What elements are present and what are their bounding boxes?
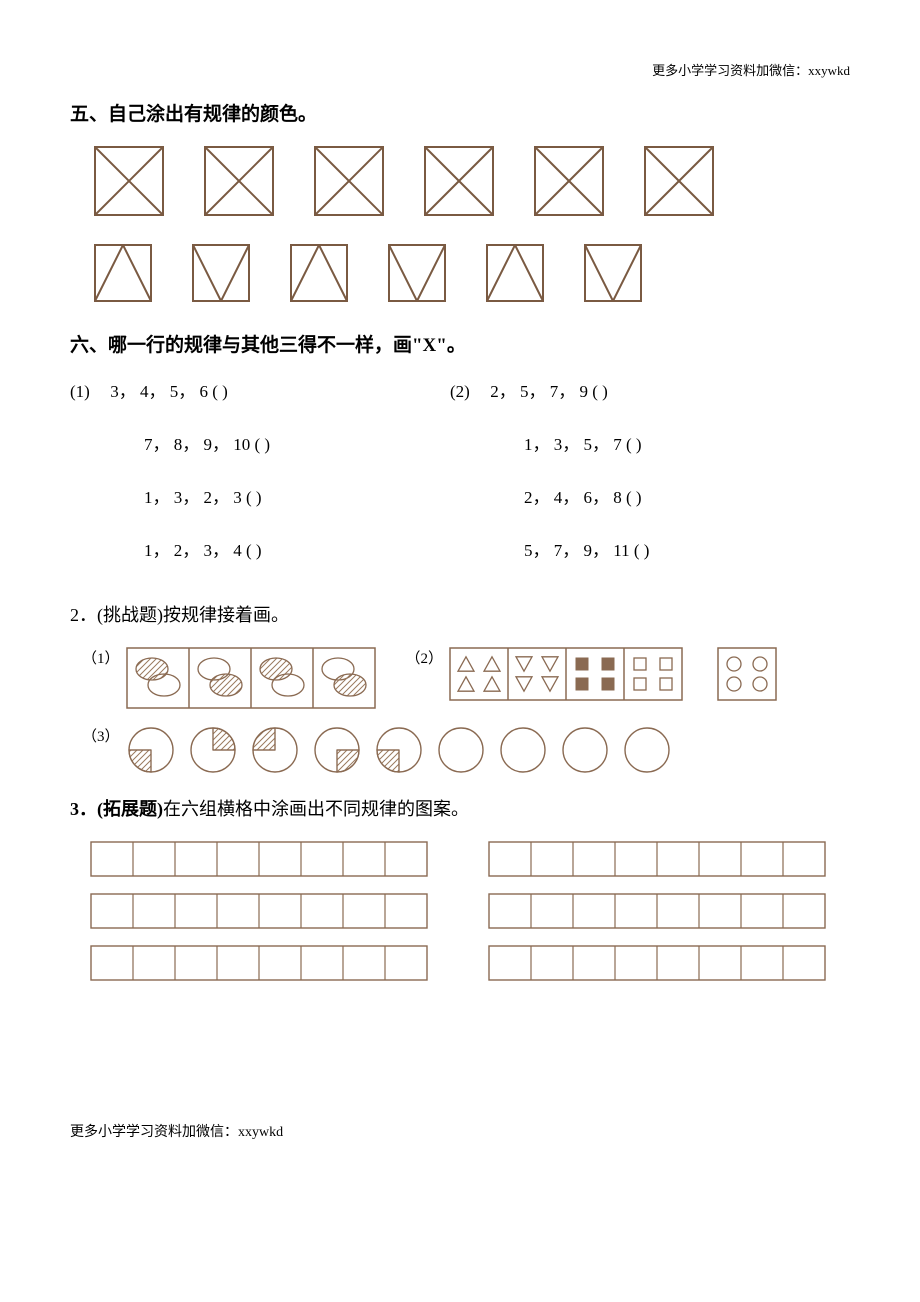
section6-sequences: (1) 3， 4， 5， 6 ( ) (2) 2， 5， 7， 9 ( ) 7，… xyxy=(70,377,850,561)
q3-title: 3．(拓展题)在六组横格中涂画出不同规律的图案。 xyxy=(70,795,850,821)
q2-sub2-figure xyxy=(449,647,777,701)
box-x-icon xyxy=(314,146,384,216)
seq-right-2: 2， 4， 6， 8 ( ) xyxy=(524,488,642,507)
seq-left-1: 7， 8， 9， 10 ( ) xyxy=(144,435,270,454)
footer-note: 更多小学学习资料加微信：xxywkd xyxy=(70,1121,850,1141)
q2-circles-figure xyxy=(126,725,684,775)
q2-shapes-grid-figure xyxy=(449,647,777,701)
grid-row xyxy=(90,893,428,929)
box-triangle-up-icon xyxy=(94,244,152,302)
box-x-icon xyxy=(424,146,494,216)
q2-sub1-label: （1） xyxy=(82,647,120,668)
q2-sub3-label: （3） xyxy=(82,725,120,746)
box-triangle-up-icon xyxy=(486,244,544,302)
grid-row xyxy=(90,841,428,877)
q2-sub2-label: （2） xyxy=(406,647,444,668)
section5-row1 xyxy=(94,146,850,216)
seq-right-0: 2， 5， 7， 9 ( ) xyxy=(490,382,608,401)
seq-right-3: 5， 7， 9， 11 ( ) xyxy=(524,541,649,560)
box-triangle-down-icon xyxy=(192,244,250,302)
seq-left-label: (1) xyxy=(70,382,106,402)
seq-right-label: (2) xyxy=(450,382,486,402)
section5-row2 xyxy=(94,244,850,302)
grid-row xyxy=(488,893,826,929)
section6-title: 六、哪一行的规律与其他三得不一样，画"X"。 xyxy=(70,330,850,357)
seq-left-3: 1， 2， 3， 4 ( ) xyxy=(144,541,262,560)
q2-sub1-figure xyxy=(126,647,376,709)
box-triangle-down-icon xyxy=(388,244,446,302)
box-triangle-down-icon xyxy=(584,244,642,302)
box-triangle-up-icon xyxy=(290,244,348,302)
q2-figures: （1） （2） （3） xyxy=(82,647,850,775)
q2-ovals-figure xyxy=(126,647,376,709)
box-x-icon xyxy=(94,146,164,216)
q2-sub3-figure xyxy=(126,725,684,775)
box-x-icon xyxy=(534,146,604,216)
q3-grids xyxy=(90,841,850,981)
grid-row xyxy=(488,841,826,877)
header-note: 更多小学学习资料加微信：xxywkd xyxy=(70,60,850,79)
q2-title: 2．(挑战题)按规律接着画。 xyxy=(70,601,850,627)
seq-left-0: 3， 4， 5， 6 ( ) xyxy=(110,382,228,401)
grid-row xyxy=(488,945,826,981)
box-x-icon xyxy=(644,146,714,216)
seq-right-1: 1， 3， 5， 7 ( ) xyxy=(524,435,642,454)
box-x-icon xyxy=(204,146,274,216)
grid-row xyxy=(90,945,428,981)
seq-left-2: 1， 3， 2， 3 ( ) xyxy=(144,488,262,507)
section5-title: 五、自己涂出有规律的颜色。 xyxy=(70,99,850,126)
